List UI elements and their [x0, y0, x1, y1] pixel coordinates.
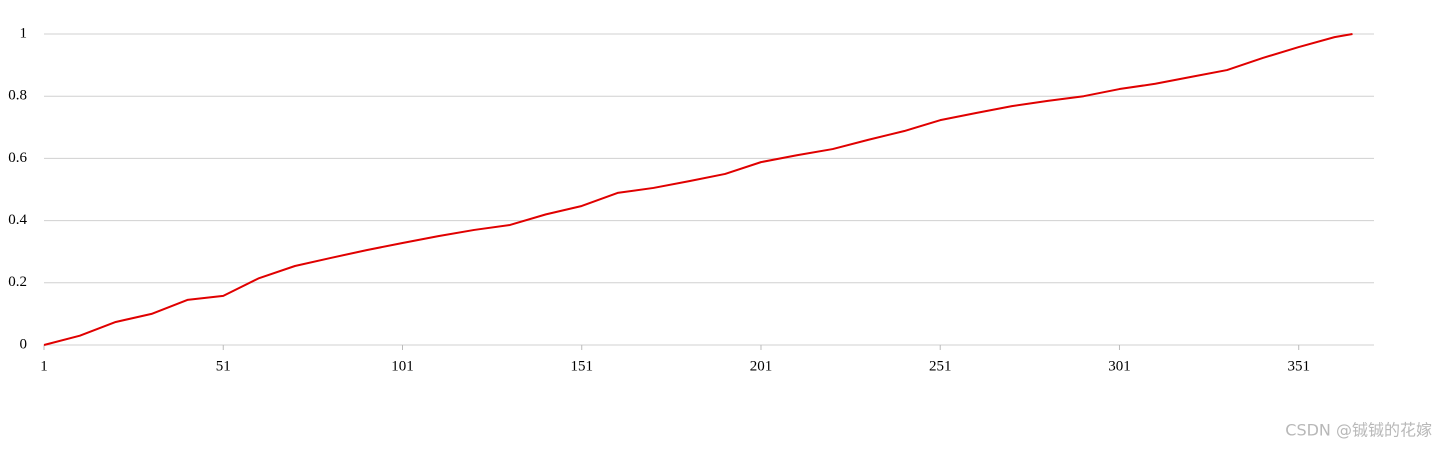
y-tick-label: 0.6	[8, 150, 27, 166]
y-tick-label: 0.4	[8, 212, 27, 228]
y-tick-label: 0	[20, 336, 28, 352]
y-tick-label: 1	[20, 25, 28, 41]
y-tick-label: 0.8	[8, 88, 27, 104]
x-tick-label: 1	[40, 358, 48, 374]
y-tick-label: 0.2	[8, 274, 27, 290]
x-tick-label: 301	[1108, 358, 1131, 374]
x-tick-label: 351	[1287, 358, 1310, 374]
watermark: CSDN @铖铖的花嫁	[1285, 421, 1432, 440]
x-tick-label: 201	[750, 358, 773, 374]
x-tick-label: 151	[570, 358, 593, 374]
data-line	[43, 33, 1353, 346]
x-tick-label: 251	[929, 358, 952, 374]
x-tick-label: 101	[391, 358, 414, 374]
x-tick-label: 51	[216, 358, 231, 374]
